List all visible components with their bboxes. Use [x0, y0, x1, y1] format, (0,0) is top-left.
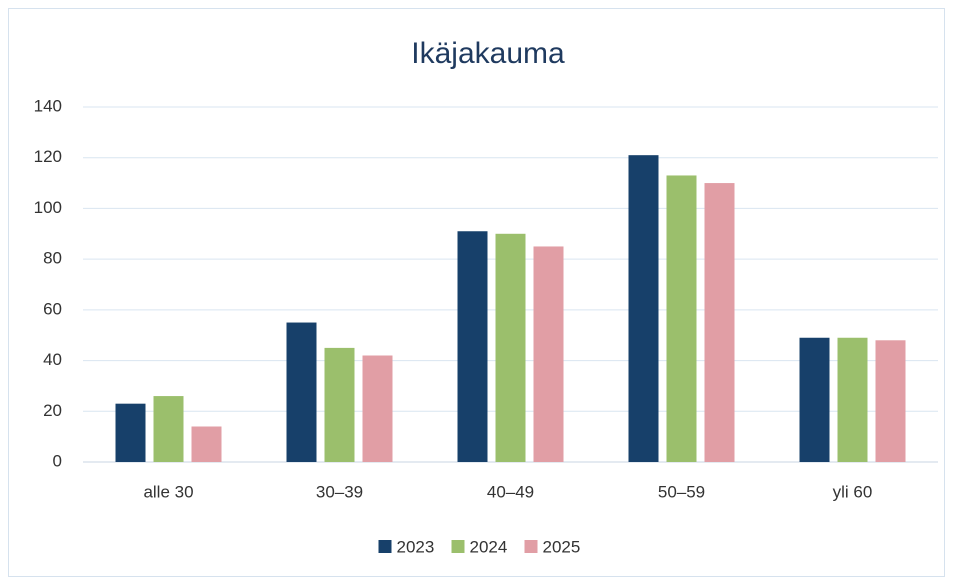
legend-swatch [524, 540, 538, 553]
bar [115, 403, 146, 462]
y-tick-label: 40 [43, 350, 62, 369]
chart-title: Ikäjakauma [411, 37, 565, 70]
bar [875, 340, 906, 462]
y-tick-label: 100 [34, 198, 62, 217]
x-tick-label: yli 60 [833, 482, 873, 501]
y-tick-label: 20 [43, 401, 62, 420]
x-tick-label: alle 30 [143, 482, 193, 501]
y-tick-label: 60 [43, 299, 62, 318]
bar [495, 233, 526, 462]
legend-label: 2023 [397, 537, 435, 556]
legend-swatch [451, 540, 465, 553]
bar [324, 347, 355, 462]
x-tick-label: 30–39 [316, 482, 363, 501]
y-tick-label: 140 [34, 96, 62, 115]
y-tick-label: 120 [34, 147, 62, 166]
bar [457, 231, 488, 462]
bar [153, 396, 184, 462]
legend-label: 2025 [543, 537, 581, 556]
bar [362, 355, 393, 462]
bar [533, 246, 564, 462]
bar [191, 426, 222, 462]
legend-swatch [378, 540, 392, 553]
bar [799, 337, 830, 462]
bar [704, 183, 735, 463]
bar [628, 155, 659, 462]
y-tick-label: 0 [53, 451, 62, 470]
bar [666, 175, 697, 462]
legend-label: 2024 [470, 537, 508, 556]
bar [837, 337, 868, 462]
x-tick-label: 50–59 [658, 482, 705, 501]
y-tick-label: 80 [43, 249, 62, 268]
x-tick-label: 40–49 [487, 482, 534, 501]
bar [286, 322, 317, 462]
